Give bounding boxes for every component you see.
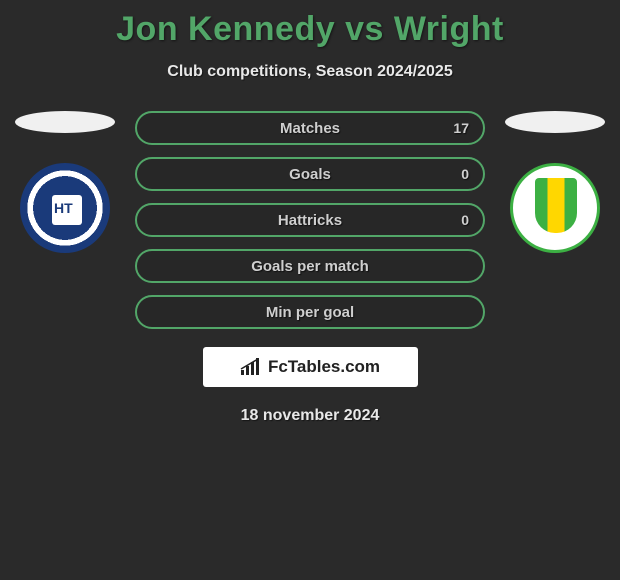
stat-label: Hattricks (278, 212, 342, 229)
stat-value-right: 0 (461, 212, 469, 228)
stat-label: Min per goal (266, 304, 354, 321)
stat-value-right: 17 (453, 120, 469, 136)
stat-label: Matches (280, 120, 340, 137)
left-club-crest (20, 163, 110, 253)
subtitle: Club competitions, Season 2024/2025 (0, 63, 620, 81)
stat-row-goals: Goals 0 (135, 157, 485, 191)
right-club-crest (510, 163, 600, 253)
stats-list: Matches 17 Goals 0 Hattricks 0 Goals per… (135, 111, 485, 329)
stat-row-min-per-goal: Min per goal (135, 295, 485, 329)
right-player-column (495, 111, 615, 253)
stat-row-goals-per-match: Goals per match (135, 249, 485, 283)
left-player-ellipse (15, 111, 115, 133)
page-title: Jon Kennedy vs Wright (0, 0, 620, 49)
date-label: 18 november 2024 (0, 407, 620, 425)
comparison-panel: Matches 17 Goals 0 Hattricks 0 Goals per… (0, 111, 620, 329)
bar-chart-icon (240, 358, 262, 376)
branding-badge: FcTables.com (203, 347, 418, 387)
branding-text: FcTables.com (268, 357, 380, 377)
right-player-ellipse (505, 111, 605, 133)
stat-value-right: 0 (461, 166, 469, 182)
stat-label: Goals (289, 166, 331, 183)
stat-label: Goals per match (251, 258, 369, 275)
left-player-column (5, 111, 125, 253)
stat-row-matches: Matches 17 (135, 111, 485, 145)
stat-row-hattricks: Hattricks 0 (135, 203, 485, 237)
